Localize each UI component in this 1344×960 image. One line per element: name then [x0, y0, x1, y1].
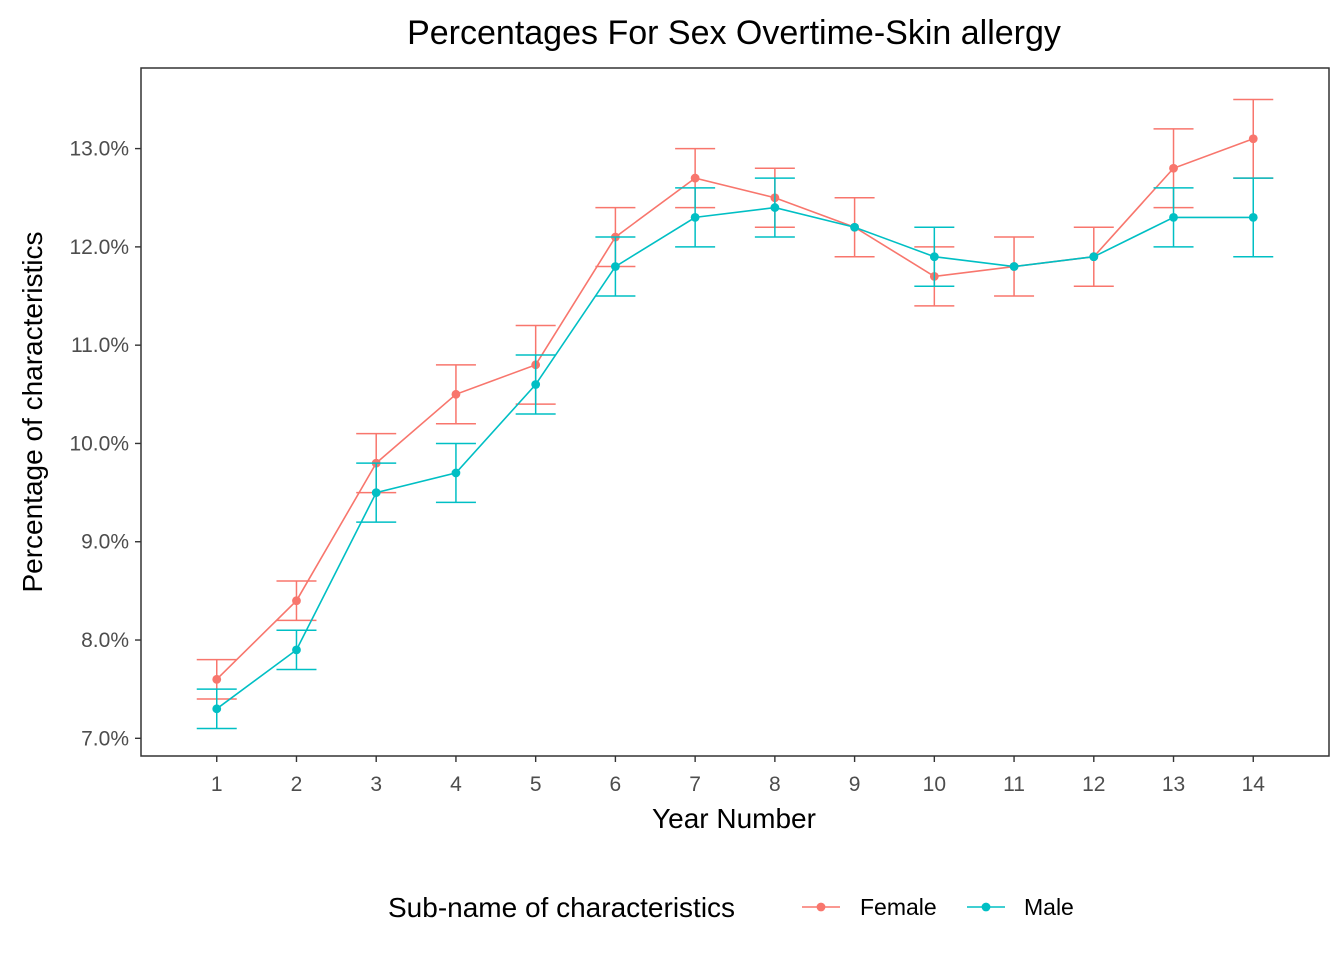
y-tick-label: 12.0% [69, 236, 129, 259]
data-point-female [292, 596, 301, 606]
x-tick-label: 1 [211, 773, 223, 796]
data-point-male [292, 645, 301, 655]
series-male [196, 177, 1274, 730]
legend-label-male: Male [1024, 894, 1074, 920]
x-tick-label: 2 [291, 773, 303, 796]
x-tick-label: 4 [450, 773, 462, 796]
data-point-female [1248, 134, 1258, 144]
data-point-male [371, 488, 381, 497]
series-line-male [216, 206, 1254, 710]
x-tick-label: 9 [849, 773, 861, 796]
data-point-male [770, 203, 780, 212]
x-tick-label: 12 [1082, 773, 1105, 796]
x-axis: 1 2 3 4 5 6 7 8 9 10 11 12 13 14 [211, 756, 1265, 796]
x-tick-label: 8 [769, 773, 781, 796]
x-tick-label: 11 [1003, 773, 1025, 796]
y-axis: 7.0% 8.0% 9.0% 10.0% 11.0% 12.0% 13.0% [69, 138, 141, 750]
x-tick-label: 6 [610, 773, 622, 796]
x-axis-title: Year Number [652, 803, 816, 834]
data-point-male [1248, 212, 1258, 222]
x-tick-label: 14 [1242, 773, 1266, 796]
legend-item-female: Female [802, 894, 937, 920]
x-tick-label: 13 [1162, 773, 1185, 796]
y-tick-label: 7.0% [81, 727, 129, 750]
data-point-male [929, 252, 939, 262]
data-point-male [451, 468, 461, 478]
x-tick-label: 3 [370, 773, 382, 796]
y-axis-title: Percentage of characteristics [17, 231, 48, 592]
data-point-female [1169, 163, 1178, 173]
legend-label-female: Female [860, 894, 937, 920]
y-tick-label: 13.0% [69, 138, 129, 161]
data-point-male [212, 704, 222, 714]
legend-title: Sub-name of characteristics [388, 892, 735, 923]
data-point-male [531, 380, 541, 389]
data-point-male [850, 222, 859, 232]
data-point-female [451, 389, 461, 399]
data-point-male [1009, 262, 1019, 271]
data-point-female [690, 173, 700, 183]
y-tick-label: 8.0% [81, 629, 129, 652]
legend: Sub-name of characteristics Female Male [388, 892, 1074, 923]
y-tick-label: 10.0% [69, 432, 129, 455]
chart-title: Percentages For Sex Overtime-Skin allerg… [407, 14, 1061, 52]
data-point-female [212, 674, 222, 684]
data-point-male [611, 262, 620, 271]
data-point-male [1169, 212, 1178, 222]
x-tick-label: 5 [530, 773, 542, 796]
series-layer [196, 98, 1274, 730]
data-point-male [1089, 252, 1099, 262]
y-tick-label: 9.0% [81, 531, 129, 554]
x-tick-label: 10 [923, 773, 946, 796]
x-tick-label: 7 [689, 773, 701, 796]
data-point-male [690, 212, 700, 222]
y-tick-label: 11.0% [71, 334, 129, 357]
legend-item-male: Male [967, 894, 1074, 920]
plot-panel [140, 67, 1330, 757]
